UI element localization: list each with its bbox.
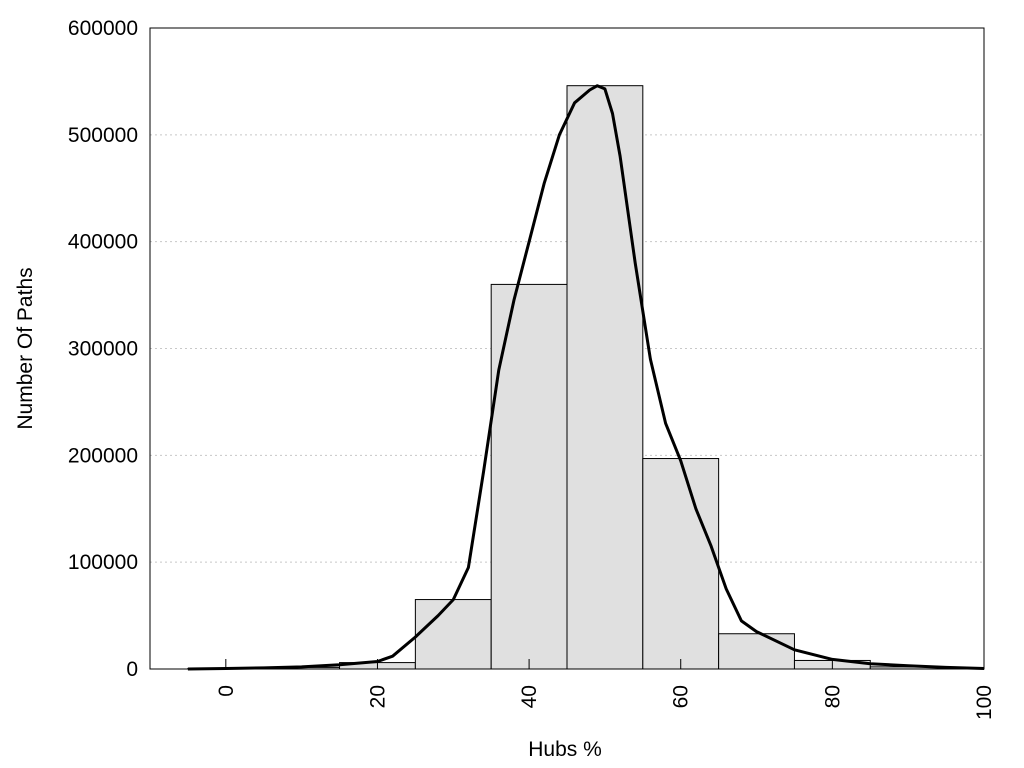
histogram-bars bbox=[187, 85, 947, 670]
y-tick-label: 100000 bbox=[68, 551, 138, 574]
y-axis-label: Number Of Paths bbox=[14, 267, 37, 429]
density-curve-layer bbox=[187, 84, 985, 671]
x-axis-ticks: 0 20 40 60 80 100 bbox=[215, 659, 996, 720]
x-tick-label: 40 bbox=[518, 685, 541, 708]
x-axis-label: Hubs % bbox=[528, 738, 602, 761]
y-tick-label: 200000 bbox=[68, 444, 138, 467]
plot-frame bbox=[149, 27, 985, 670]
y-tick-label: 400000 bbox=[68, 231, 138, 254]
histogram-bar bbox=[718, 633, 795, 670]
y-tick-label: 500000 bbox=[68, 124, 138, 147]
y-tick-label: 600000 bbox=[68, 17, 138, 40]
histogram-bar bbox=[642, 458, 720, 670]
y-tick-label: 300000 bbox=[68, 338, 138, 361]
x-tick-label: 60 bbox=[670, 685, 693, 708]
x-tick-label: 80 bbox=[821, 685, 844, 708]
y-tick-label: 0 bbox=[126, 658, 138, 681]
histogram-bar bbox=[566, 85, 644, 670]
x-tick-label: 100 bbox=[973, 685, 996, 720]
x-tick-label: 0 bbox=[215, 685, 238, 697]
y-axis-ticks: 0 100000 200000 300000 400000 500000 600000 bbox=[68, 17, 138, 681]
x-tick-label: 20 bbox=[366, 685, 389, 708]
histogram-bar bbox=[490, 283, 568, 670]
histogram-bar bbox=[414, 599, 492, 670]
density-curve bbox=[187, 84, 985, 671]
